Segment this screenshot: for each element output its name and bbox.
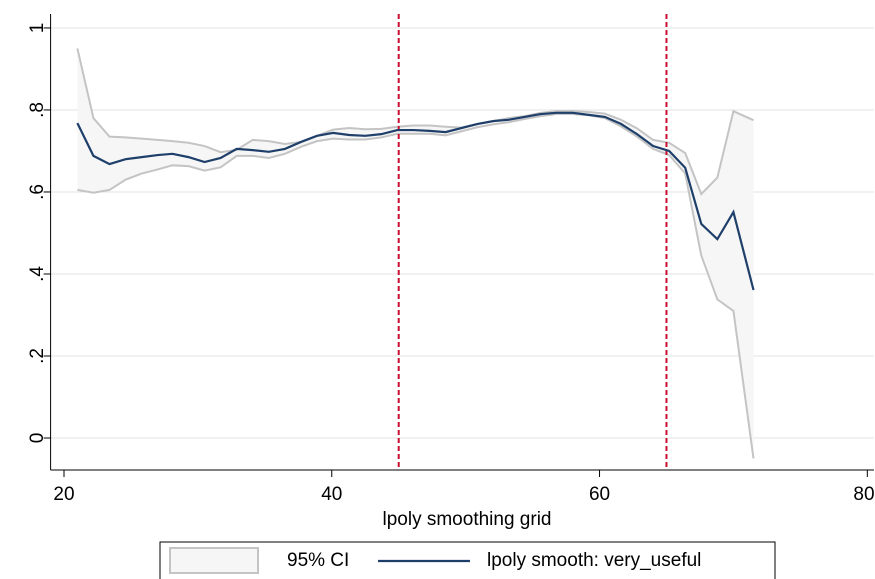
y-tick-label: .6 [27,184,48,200]
x-axis-title: lpoly smoothing grid [383,509,552,530]
ci-band [77,48,754,459]
legend-label: lpoly smooth: very_useful [487,550,701,571]
x-tick-label: 60 [589,484,610,505]
y-tick-label: 1 [27,23,48,34]
y-tick-label: .4 [27,266,48,282]
legend-swatch [169,547,259,574]
y-tick-label: .8 [27,102,48,118]
ci-lower [77,113,755,459]
y-tick-label: .2 [27,348,48,364]
x-tick-label: 20 [53,484,74,505]
y-tick-label: 0 [27,433,48,444]
smooth-line [76,111,755,291]
ci-upper [76,48,754,196]
legend-label: 95% CI [287,550,349,571]
x-tick-label: 80 [853,484,874,505]
plot-area: 0 .2 .4 .6 .8 1 20 40 60 80 [27,14,875,505]
x-tick-label: 40 [321,484,342,505]
